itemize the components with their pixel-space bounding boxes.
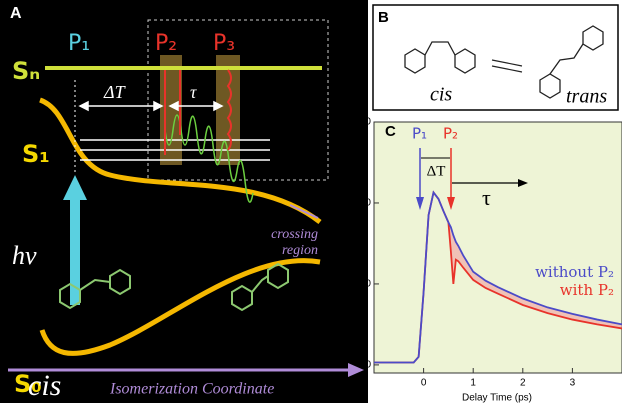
x-axis-label: Delay Time (ps) xyxy=(462,393,532,403)
y-tick-label: 100 xyxy=(354,279,371,290)
trans-label: trans xyxy=(566,86,607,108)
p2-label: P₂ xyxy=(155,31,177,56)
cis-label: cis xyxy=(28,369,61,402)
x-tick-label: 1 xyxy=(470,378,476,389)
y-tick-label: 300 xyxy=(354,117,371,128)
y-tick-label: 200 xyxy=(354,198,371,209)
panel-label: B xyxy=(378,9,389,26)
legend-entry: without P₂ xyxy=(535,263,614,281)
sn-label: Sₙ xyxy=(12,57,40,85)
y-tick-label: 0 xyxy=(365,360,371,371)
tau-label: τ xyxy=(190,82,197,102)
region-label: region xyxy=(282,243,318,258)
hv-label: hν xyxy=(12,241,37,270)
legend-entry: with P₂ xyxy=(560,281,614,299)
panel-label: A xyxy=(10,5,22,22)
x-tick-label: 0 xyxy=(421,378,427,389)
delta-t-label: ΔT xyxy=(103,82,127,102)
figure: A P₁ P₂ P₃ Sₙ S₁ S₀ ΔT τ hν crossing reg… xyxy=(0,0,622,403)
tau-annotation: τ xyxy=(482,185,491,210)
x-tick-label: 2 xyxy=(520,378,526,389)
p3-label: P₃ xyxy=(213,31,235,56)
p2-annotation: P₂ xyxy=(443,125,458,143)
p1-annotation: P₁ xyxy=(412,125,427,143)
crossing-label: crossing xyxy=(271,227,318,242)
y-axis-label: Absorbance Change (mOD) xyxy=(343,188,354,312)
coordinate-label: Isomerization Coordinate xyxy=(109,381,274,398)
x-tick-label: 3 xyxy=(570,378,576,389)
cis-label: cis xyxy=(430,84,452,106)
s1-label: S₁ xyxy=(22,140,50,168)
delta-t-annotation: ΔT xyxy=(427,163,446,179)
panel-a-bg xyxy=(0,0,368,403)
panel-label: C xyxy=(385,123,396,140)
p1-label: P₁ xyxy=(68,31,90,56)
plot-bg xyxy=(374,122,622,373)
